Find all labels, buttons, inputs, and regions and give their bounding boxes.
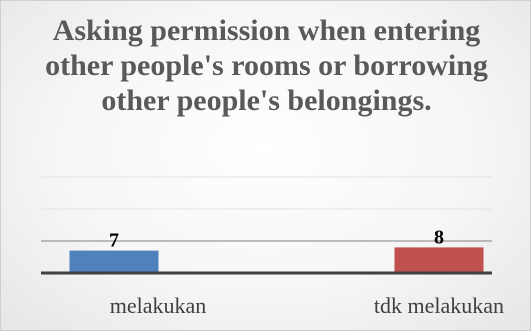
- data-label-tdk-melakukan: 8: [434, 226, 444, 248]
- x-tick-label-melakukan: melakukan: [109, 293, 207, 318]
- grid-lines: [41, 176, 492, 242]
- data-label-melakukan: 7: [109, 230, 119, 252]
- x-tick-label-tdk-melakukan: tdk melakukan: [373, 293, 505, 318]
- bar-tdk-melakukan: [394, 247, 484, 273]
- bar-melakukan: [69, 250, 159, 273]
- bars-group: [69, 247, 484, 273]
- chart-title: Asking permission when entering other pe…: [45, 14, 488, 117]
